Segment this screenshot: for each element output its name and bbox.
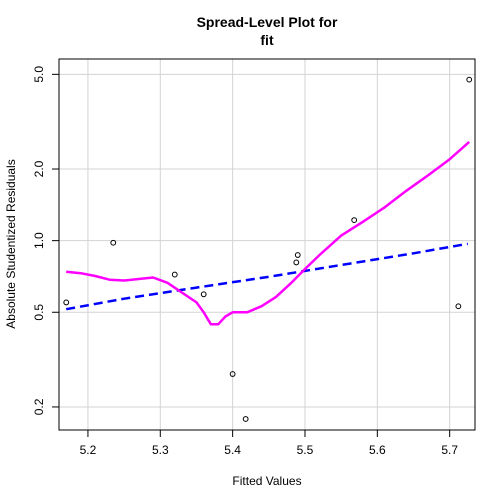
chart-subtitle: fit <box>260 32 274 48</box>
y-tick-label: 0.5 <box>32 304 46 321</box>
x-tick-label: 5.6 <box>369 443 386 457</box>
chart-title: Spread-Level Plot for <box>197 14 338 30</box>
x-tick-label: 5.4 <box>224 443 241 457</box>
data-point <box>200 291 207 298</box>
data-point <box>229 371 236 377</box>
series-layer <box>65 140 471 326</box>
y-tick-label: 2.0 <box>32 160 46 177</box>
y-axis: 0.2 0.5 1.0 2.0 5.0 <box>32 66 59 415</box>
data-point <box>351 217 358 223</box>
x-axis-label: Fitted Values <box>232 474 301 488</box>
smooth-line <box>66 140 471 326</box>
grid <box>59 59 475 430</box>
data-point <box>294 252 301 258</box>
data-point <box>242 416 249 422</box>
x-tick-label: 5.3 <box>152 443 169 457</box>
x-tick-label: 5.5 <box>297 443 314 457</box>
x-tick-label: 5.2 <box>80 443 97 457</box>
y-axis-label: Absolute Studentized Residuals <box>4 159 18 328</box>
data-point <box>110 239 117 246</box>
x-axis: 5.2 5.3 5.4 5.5 5.6 5.7 <box>80 430 458 457</box>
data-point <box>171 271 178 278</box>
data-point <box>293 259 300 266</box>
x-tick-label: 5.7 <box>441 443 458 457</box>
data-point <box>466 76 473 83</box>
points-layer <box>63 76 473 422</box>
data-point <box>63 299 70 306</box>
plot-frame <box>58 58 476 431</box>
data-point <box>455 303 462 310</box>
y-tick-label: 0.2 <box>32 398 46 415</box>
y-tick-label: 5.0 <box>32 66 46 83</box>
y-tick-label: 1.0 <box>32 232 46 249</box>
fit-line <box>65 242 469 311</box>
